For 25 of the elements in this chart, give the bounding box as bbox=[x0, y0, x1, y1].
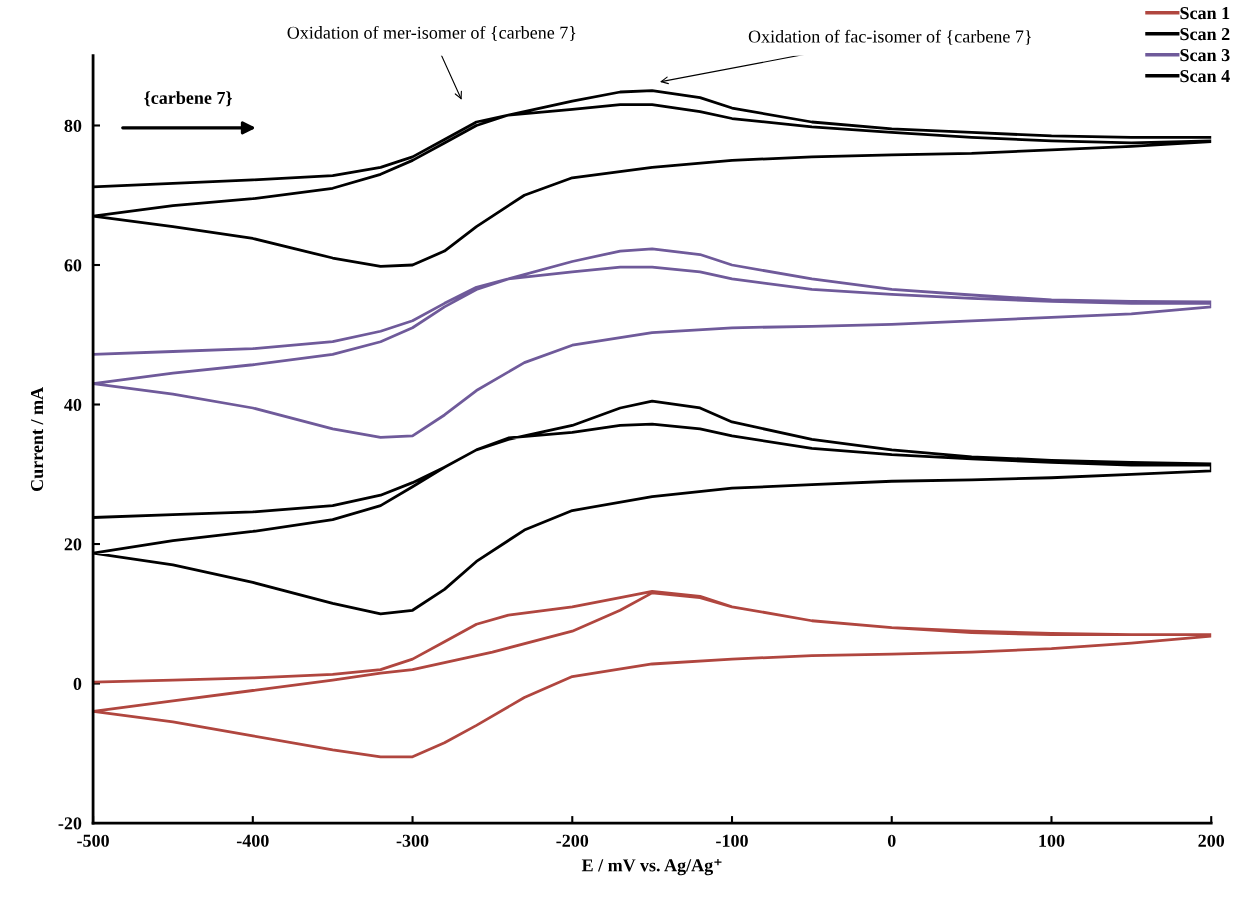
x-axis-title: E / mV vs. Ag/Ag⁺ bbox=[581, 858, 722, 876]
text: Oxidation of mer-isomer of {carbene 7} bbox=[287, 25, 576, 42]
text: Oxidation of fac-isomer of {carbene 7} bbox=[748, 29, 1031, 45]
x-tick-label: -400 bbox=[236, 834, 269, 847]
line-series bbox=[93, 247, 1212, 439]
x-tick-label: -300 bbox=[396, 834, 429, 847]
y-axis-title: Current / mA bbox=[30, 387, 44, 491]
annotation: {carbene 7} bbox=[144, 91, 232, 107]
y-tick-label: 60 bbox=[64, 259, 82, 272]
x-tick-label: 200 bbox=[1198, 834, 1225, 847]
line-series bbox=[93, 590, 1212, 759]
y-tick-label: 20 bbox=[64, 538, 82, 551]
x-tick-label: -200 bbox=[556, 834, 589, 847]
y-tick-label: 40 bbox=[64, 398, 82, 411]
x-tick-label: -100 bbox=[716, 834, 748, 847]
y-tick-label: 0 bbox=[73, 677, 82, 690]
y-tick-label: -20 bbox=[58, 817, 82, 830]
y-tick-label: 80 bbox=[64, 119, 82, 132]
x-tick-label: 0 bbox=[887, 834, 896, 847]
x-tick-label: 100 bbox=[1039, 834, 1065, 847]
legend-label: Scan 1 bbox=[1180, 7, 1230, 20]
legend-label: Scan 2 bbox=[1180, 28, 1230, 41]
legend-label: Scan 4 bbox=[1180, 70, 1230, 83]
x-tick-label: -500 bbox=[77, 834, 109, 847]
legend-label: Scan 3 bbox=[1180, 49, 1230, 62]
